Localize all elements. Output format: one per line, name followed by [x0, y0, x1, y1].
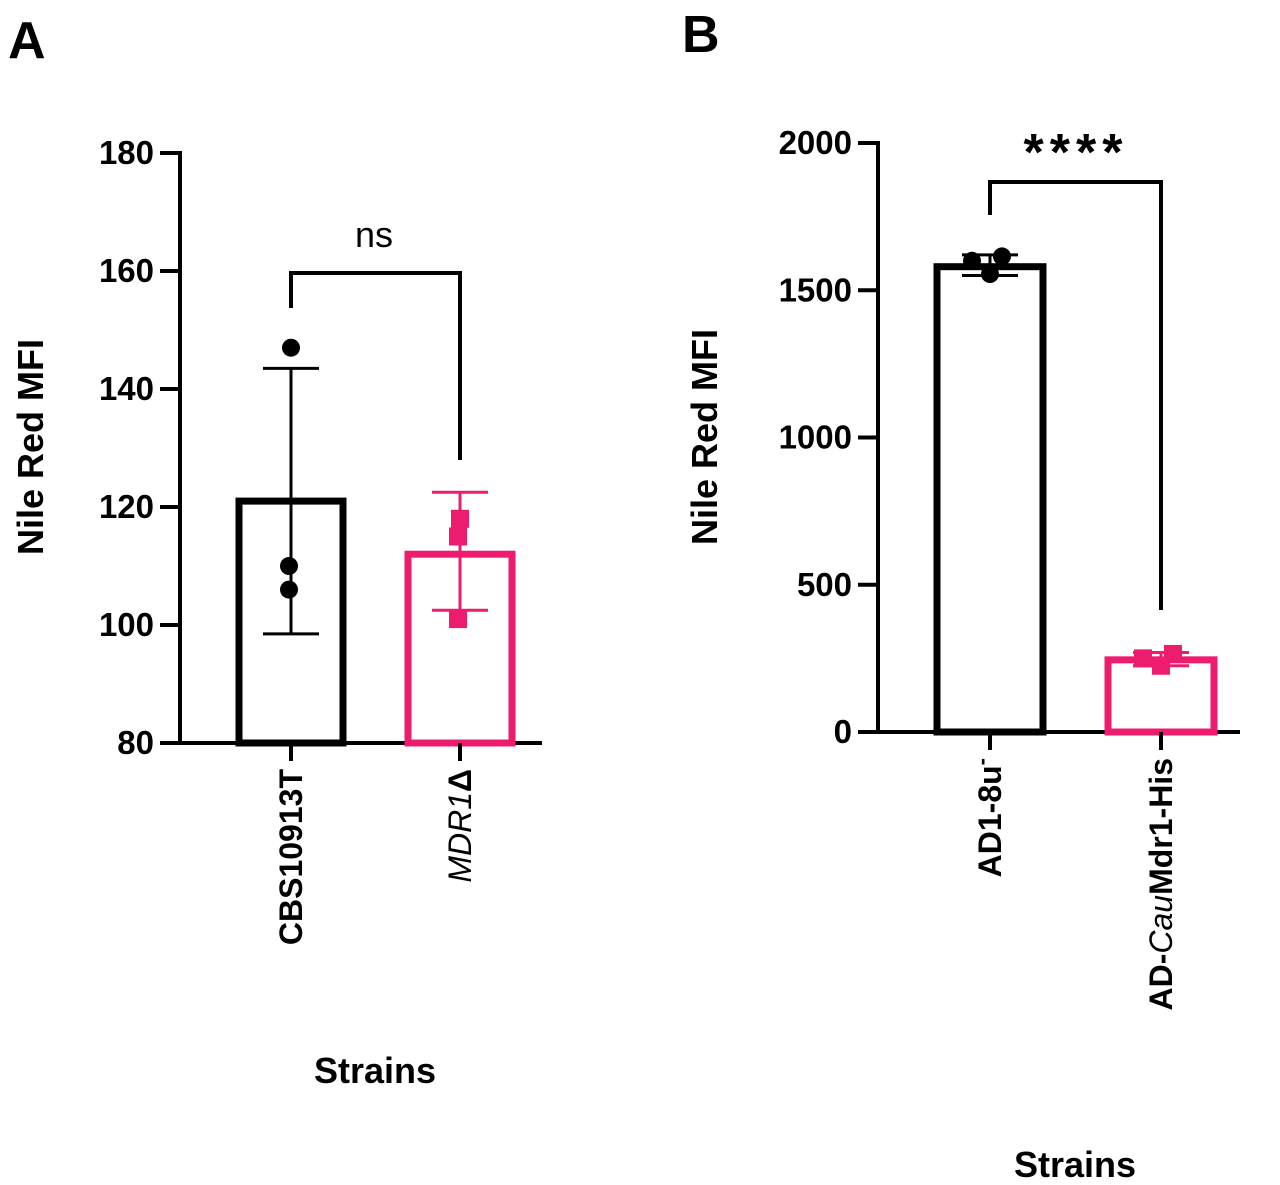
data-point — [451, 509, 469, 528]
category-label: MDR1Δ — [442, 769, 478, 883]
category-label: AD1-8u- — [969, 758, 1008, 877]
category-label-rest: Mdr1-His — [1143, 758, 1179, 895]
panel-a-significance: ns — [355, 214, 393, 255]
significance-bracket — [988, 180, 1163, 610]
panel-b-significance: **** — [1024, 124, 1129, 182]
data-point — [993, 247, 1011, 266]
data-point — [1134, 649, 1152, 668]
category-label-sup: - — [969, 758, 994, 765]
category-label-italic: MDR1 — [442, 792, 478, 883]
category-label: CBS10913T — [273, 769, 309, 946]
bar — [933, 263, 1047, 736]
category-label-rest: Δ — [442, 769, 478, 792]
y-tick-label: 100 — [99, 606, 154, 643]
data-point — [280, 580, 298, 599]
data-point — [449, 610, 467, 629]
y-tick-label: 500 — [797, 566, 852, 603]
data-point — [280, 557, 298, 575]
category-label: AD-CauMdr1-His — [1143, 758, 1179, 1010]
panel-a-letter: A — [8, 12, 46, 70]
panel-a-y-axis-title: Nile Red MFI — [10, 339, 51, 555]
y-tick-label: 1000 — [779, 419, 852, 456]
category-label-italic: Cau — [1143, 895, 1179, 954]
data-point — [1152, 656, 1170, 675]
panel-a: A 80 100 120 140 160 180 CBS10913T MDR1Δ Nile R… — [8, 12, 542, 1091]
data-point — [282, 338, 300, 357]
category-label-prefix: AD1-8u — [972, 765, 1008, 877]
panel-b: B 0500100015002000AD1-8u-AD-CauMdr1-His … — [682, 6, 1240, 1185]
panel-a-x-axis-title: Strains — [314, 1050, 436, 1091]
data-point — [963, 251, 981, 270]
panel-b-y-axis-title: Nile Red MFI — [684, 329, 725, 545]
data-point — [981, 265, 999, 284]
y-tick-label: 160 — [99, 252, 154, 289]
y-tick-label: 120 — [99, 488, 154, 525]
y-tick-label: 180 — [99, 134, 154, 171]
y-tick-label: 80 — [117, 724, 154, 761]
data-point — [449, 527, 467, 546]
y-tick-label: 0 — [834, 713, 852, 750]
category-label-prefix: AD- — [1143, 954, 1179, 1011]
y-tick-label: 1500 — [779, 271, 852, 308]
significance-bracket — [289, 271, 462, 460]
panel-b-letter: B — [682, 6, 720, 64]
y-tick-label: 2000 — [779, 124, 852, 161]
panel-b-x-axis-title: Strains — [1014, 1144, 1136, 1185]
y-tick-label: 140 — [99, 370, 154, 407]
category-label-rest: CBS10913T — [273, 769, 309, 946]
